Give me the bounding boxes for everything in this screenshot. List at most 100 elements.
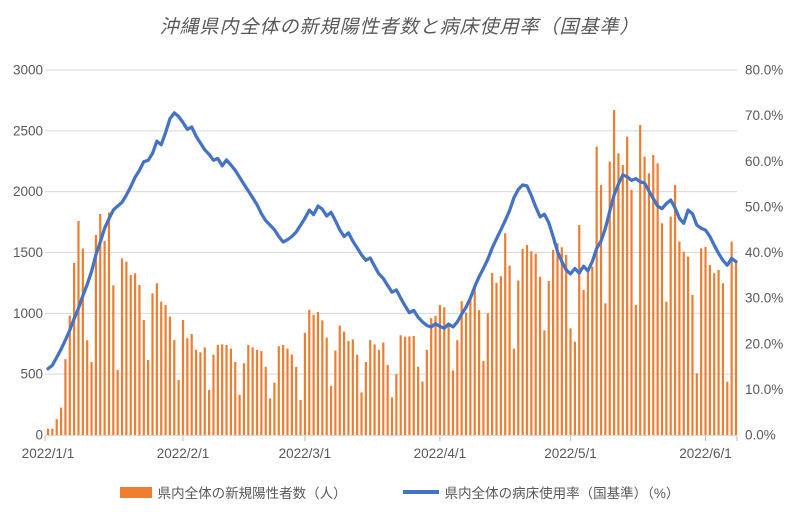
x-axis-tick-label: 2022/3/1 (279, 446, 332, 461)
bar (164, 305, 167, 435)
bar (107, 212, 111, 435)
bar (308, 309, 311, 435)
bar (255, 349, 259, 435)
bar (221, 344, 224, 435)
bar (312, 314, 315, 435)
left-axis-tick-label: 500 (20, 367, 43, 382)
bar (290, 354, 293, 435)
bar (46, 428, 50, 435)
x-axis-tick-label: 2022/1/1 (22, 446, 75, 461)
bar (73, 262, 76, 435)
bar (229, 348, 232, 435)
bar (721, 283, 725, 435)
bar (59, 407, 63, 435)
bar (399, 335, 402, 435)
bar (656, 163, 659, 435)
bar (499, 276, 502, 435)
bar (390, 397, 394, 435)
bar (508, 265, 511, 435)
bar (665, 301, 668, 435)
bar (543, 330, 546, 435)
bar (586, 271, 590, 435)
bar (295, 366, 298, 435)
bar (460, 301, 463, 435)
bar (630, 189, 633, 435)
bar (469, 298, 472, 435)
bar (430, 318, 433, 435)
bar (186, 338, 189, 435)
bar (77, 220, 80, 435)
bar (534, 253, 537, 435)
bar (682, 251, 685, 435)
bar (408, 336, 411, 435)
bar (565, 254, 568, 435)
bar (273, 382, 276, 435)
chart-title: 沖縄県内全体の新規陽性者数と病床使用率（国基準） (159, 17, 640, 38)
bar (604, 303, 607, 435)
bar (726, 381, 729, 435)
bar (242, 363, 246, 435)
bar (177, 380, 180, 435)
bar (81, 248, 84, 435)
bar (530, 251, 533, 435)
bar (377, 349, 381, 435)
bar (129, 275, 132, 435)
bar (86, 340, 89, 435)
x-axis-tick-label: 2022/4/1 (414, 446, 467, 461)
bar (595, 146, 598, 435)
bar (364, 362, 367, 435)
bar (412, 335, 415, 435)
bar (299, 399, 302, 435)
bar (447, 325, 450, 435)
chart-legend: 県内全体の新規陽性者数（人） 県内全体の病床使用率（国基準）（%） (0, 482, 799, 502)
bar (99, 213, 102, 435)
right-axis-tick-label: 30.0% (745, 291, 783, 306)
bar (569, 328, 572, 435)
bar (351, 339, 354, 435)
bar (417, 366, 420, 435)
bar (190, 334, 193, 435)
right-axis-tick-label: 20.0% (745, 336, 783, 351)
line-series (46, 111, 738, 371)
bar (238, 394, 241, 435)
bar (512, 348, 516, 435)
bar (582, 289, 585, 435)
bar (708, 265, 711, 435)
bar (138, 284, 141, 435)
bar (538, 276, 542, 435)
bar (734, 261, 738, 435)
bar (68, 315, 71, 435)
bar (700, 248, 703, 435)
bar (216, 344, 219, 435)
bar (704, 246, 707, 435)
bar (673, 184, 677, 435)
bar (403, 336, 407, 435)
bar (556, 243, 559, 435)
bar (626, 136, 629, 435)
line-series-swatch-icon (402, 490, 439, 494)
bar (473, 287, 476, 435)
right-axis-tick-label: 70.0% (745, 108, 783, 123)
bar (643, 156, 646, 436)
bar (525, 244, 529, 435)
left-axis-tick-label: 1000 (13, 306, 43, 321)
bar (421, 381, 424, 435)
bar (477, 310, 481, 435)
bar (717, 270, 720, 435)
legend-item-rate: 県内全体の病床使用率（国基準）（%） (402, 482, 679, 502)
bar (464, 312, 468, 435)
bar (282, 344, 285, 435)
left-axis-tick-label: 0 (35, 428, 43, 443)
bar (103, 240, 106, 435)
right-axis-tick-label: 60.0% (745, 154, 783, 169)
bar (286, 348, 289, 435)
bar (521, 248, 524, 435)
bar (251, 347, 254, 435)
bar (225, 344, 228, 435)
bar (495, 282, 498, 435)
bar (112, 285, 115, 435)
bar (669, 216, 672, 435)
bar (491, 273, 494, 435)
bar (212, 354, 215, 435)
